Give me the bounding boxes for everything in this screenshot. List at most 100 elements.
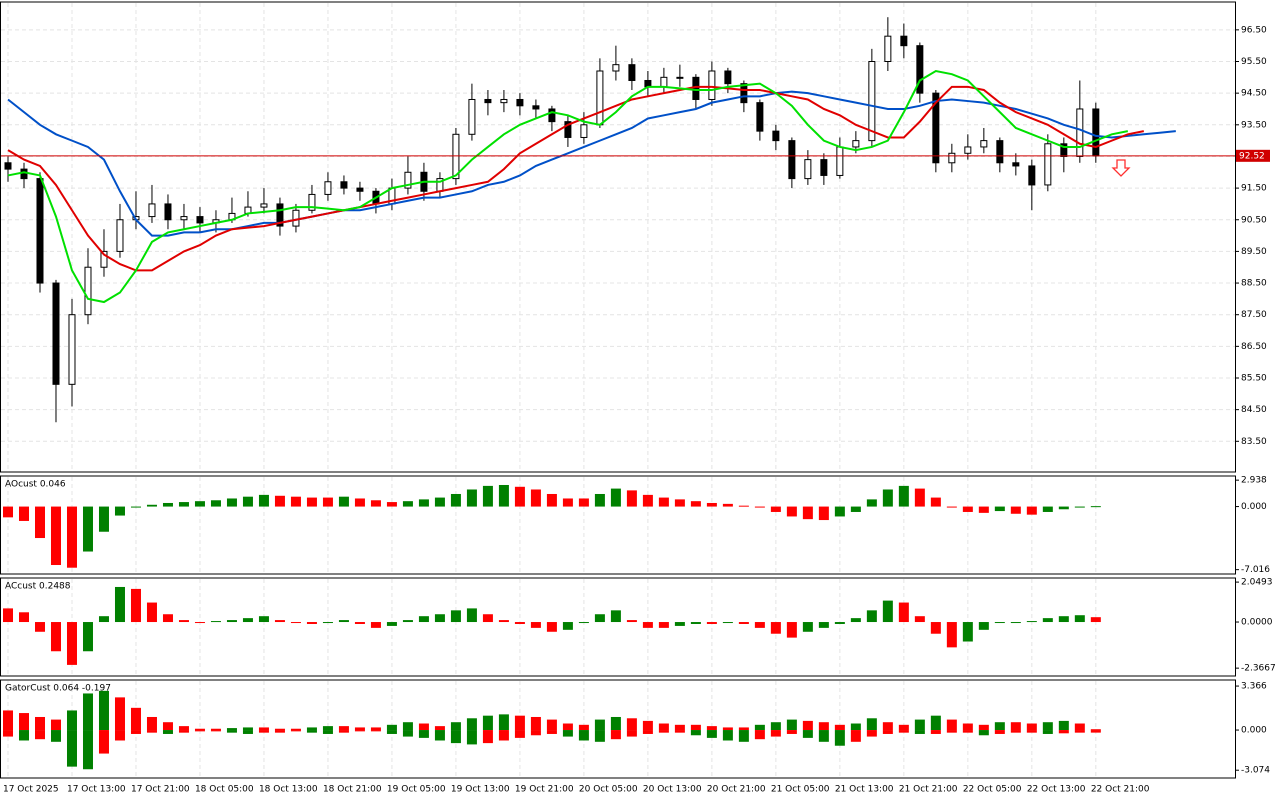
x-tick-label: 18 Oct 05:00 [195, 785, 254, 795]
y-tick-label: 94.50 [1241, 89, 1267, 99]
histogram-bar [338, 730, 349, 733]
histogram-bar [834, 730, 845, 746]
candle-body [740, 83, 748, 104]
histogram-bar [834, 724, 845, 731]
histogram-bar [962, 622, 973, 642]
y-tick-label: 87.50 [1241, 310, 1267, 320]
y-tick-label: 88.50 [1241, 279, 1267, 289]
histogram-bar [514, 715, 525, 731]
histogram-bar [866, 610, 877, 623]
histogram-bar [818, 506, 829, 521]
histogram-bar [338, 620, 349, 623]
histogram-bar [434, 726, 445, 731]
histogram-bar [610, 716, 621, 731]
x-tick-label: 18 Oct 21:00 [323, 785, 382, 795]
candle-body [324, 181, 332, 195]
histogram-bar [322, 497, 333, 507]
histogram-bar [770, 730, 781, 737]
histogram-bar [1026, 730, 1037, 733]
histogram-bar [210, 730, 221, 732]
histogram-bar [642, 720, 653, 731]
histogram-bar [866, 718, 877, 731]
histogram-bar [706, 622, 717, 624]
histogram-bar [930, 715, 941, 731]
candle-body [948, 152, 956, 164]
histogram-bar [546, 493, 557, 507]
histogram-bar [562, 730, 573, 737]
histogram-bar [578, 498, 589, 507]
histogram-bar [1090, 617, 1101, 623]
histogram-bar [1026, 621, 1037, 623]
indicator-label: ACcust 0.2488 [5, 582, 71, 592]
histogram-bar [850, 723, 861, 731]
y-tick-label: 0.0000 [1241, 618, 1273, 628]
histogram-bar [354, 498, 365, 507]
histogram-bar [418, 616, 429, 623]
histogram-bar [178, 620, 189, 623]
candle-body [996, 140, 1004, 164]
histogram-bar [946, 719, 957, 731]
candle-body [84, 266, 92, 316]
histogram-bar [322, 622, 333, 624]
histogram-bar [194, 622, 205, 624]
histogram-bar [722, 730, 733, 741]
histogram-bar [146, 730, 157, 733]
y-tick-label: 95.50 [1241, 57, 1267, 67]
histogram-bar [1026, 506, 1037, 515]
histogram-bar [1010, 722, 1021, 731]
histogram-bar [162, 722, 173, 731]
histogram-bar [162, 730, 173, 734]
histogram-bar [994, 722, 1005, 731]
histogram-bar [562, 622, 573, 630]
histogram-bar [530, 489, 541, 507]
histogram-bar [802, 506, 813, 520]
histogram-bar [610, 488, 621, 507]
histogram-bar [1058, 506, 1069, 510]
histogram-bar [242, 618, 253, 623]
histogram-bar [898, 730, 909, 733]
histogram-bar [194, 501, 205, 507]
histogram-bar [146, 602, 157, 623]
x-tick-label: 22 Oct 05:00 [963, 785, 1022, 795]
histogram-bar [274, 620, 285, 623]
histogram-bar [130, 730, 141, 734]
y-tick-label: 83.50 [1241, 437, 1267, 447]
histogram-bar [178, 502, 189, 507]
y-tick-label: -7.016 [1241, 565, 1270, 575]
histogram-bar [770, 622, 781, 634]
histogram-bar [1058, 616, 1069, 623]
histogram-bar [834, 622, 845, 624]
candle-body [404, 171, 412, 189]
histogram-bar [738, 730, 749, 742]
sell-arrow [1111, 159, 1131, 177]
histogram-bar [258, 616, 269, 623]
histogram-bar [450, 493, 461, 507]
histogram-bar [946, 622, 957, 648]
histogram-bar [322, 730, 333, 734]
histogram-bar [930, 622, 941, 634]
histogram-bar [82, 730, 93, 770]
histogram-bar [34, 730, 45, 740]
histogram-bar [882, 730, 893, 734]
histogram-bar [50, 506, 61, 566]
histogram-bar [850, 618, 861, 623]
candle-body [36, 178, 44, 284]
pane-frame [0, 475, 1236, 575]
histogram-bar [498, 620, 509, 623]
candle-body [260, 203, 268, 208]
histogram-bar [690, 501, 701, 507]
histogram-bar [898, 602, 909, 623]
histogram-bar [322, 726, 333, 731]
candle-body [852, 140, 860, 148]
histogram-bar [962, 506, 973, 512]
y-tick-label: 90.50 [1241, 215, 1267, 225]
histogram-bar [658, 622, 669, 628]
candle-body [116, 219, 124, 252]
candle-body [68, 314, 76, 385]
indicator-label: AOcust 0.046 [5, 480, 66, 490]
candle-body [980, 140, 988, 148]
histogram-bar [114, 697, 125, 731]
histogram-bar [1010, 622, 1021, 624]
histogram-bar [594, 614, 605, 623]
candle-body [356, 187, 364, 192]
